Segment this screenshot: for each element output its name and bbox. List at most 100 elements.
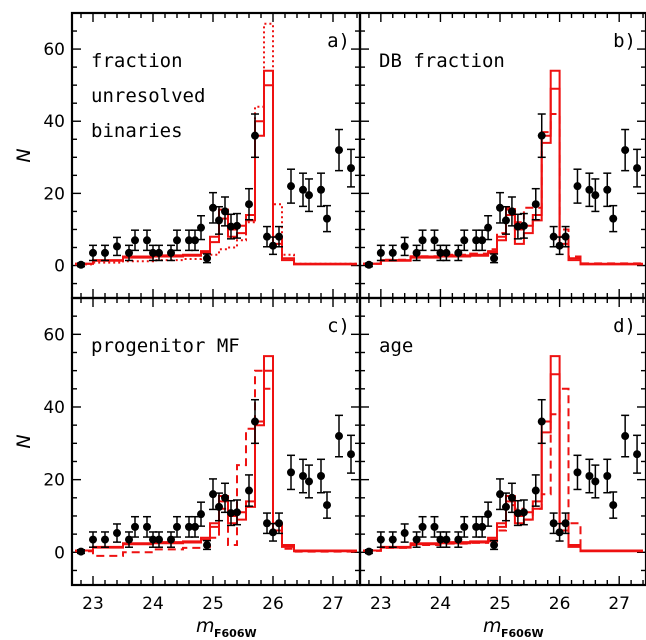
data-point bbox=[519, 508, 528, 517]
data-point-group bbox=[245, 474, 253, 507]
data-point-group bbox=[233, 212, 241, 239]
data-point bbox=[478, 522, 487, 531]
data-point bbox=[227, 509, 235, 518]
data-point-group bbox=[364, 260, 373, 269]
data-point-group bbox=[442, 244, 451, 262]
data-point-group bbox=[478, 229, 487, 252]
data-point bbox=[430, 522, 439, 531]
data-point bbox=[191, 236, 199, 245]
data-point bbox=[317, 472, 325, 481]
panel-c: c) progenitor MF 0 20 40 60 N 23 24 25 26 27 m F606W bbox=[13, 296, 362, 640]
data-point-group bbox=[113, 236, 121, 257]
data-point-group bbox=[305, 178, 313, 213]
data-point bbox=[609, 214, 618, 223]
x-tick-label: 27 bbox=[322, 594, 344, 614]
data-point bbox=[185, 236, 193, 245]
data-point-group bbox=[478, 515, 487, 538]
panel-annotation: DB fraction bbox=[379, 50, 505, 72]
data-point-group bbox=[585, 458, 594, 494]
data-point-group bbox=[167, 244, 175, 262]
data-point-group bbox=[490, 539, 499, 551]
data-point-group bbox=[573, 168, 582, 204]
data-point bbox=[573, 182, 582, 191]
data-point-group bbox=[609, 491, 618, 519]
data-point-group bbox=[191, 229, 199, 252]
data-point bbox=[89, 248, 97, 257]
data-point-group bbox=[335, 128, 343, 172]
data-point-group bbox=[131, 515, 139, 538]
data-point bbox=[513, 509, 522, 518]
data-point-group bbox=[143, 229, 151, 252]
data-point bbox=[490, 541, 499, 550]
data-point-group bbox=[418, 515, 427, 538]
data-point bbox=[442, 535, 451, 544]
data-point-group bbox=[149, 531, 157, 548]
x-axis-label-subscript: F606W bbox=[501, 627, 544, 640]
data-point bbox=[364, 260, 373, 269]
data-point-group bbox=[496, 478, 505, 511]
data-point bbox=[287, 182, 295, 191]
data-point bbox=[347, 450, 355, 459]
data-point-group bbox=[209, 478, 217, 511]
data-point bbox=[305, 191, 313, 200]
data-point bbox=[269, 528, 277, 537]
data-point bbox=[531, 486, 540, 495]
data-point bbox=[251, 131, 259, 140]
data-point bbox=[203, 254, 211, 263]
data-point-group bbox=[155, 244, 163, 262]
data-point bbox=[418, 522, 427, 531]
data-point-group bbox=[275, 512, 283, 535]
x-tick-label: 23 bbox=[370, 594, 392, 614]
y-tick-label: 60 bbox=[43, 325, 65, 345]
y-tick-label: 20 bbox=[43, 471, 65, 491]
data-point bbox=[173, 522, 181, 531]
data-point bbox=[113, 242, 121, 251]
y-tick-label: 40 bbox=[43, 398, 65, 418]
data-point bbox=[347, 164, 355, 173]
data-point bbox=[507, 493, 516, 502]
data-point bbox=[400, 529, 409, 538]
x-tick-label: 25 bbox=[489, 594, 511, 614]
data-point bbox=[233, 508, 241, 517]
data-point bbox=[472, 236, 481, 245]
data-point bbox=[549, 232, 558, 241]
data-point-group bbox=[430, 515, 439, 538]
data-point-group bbox=[537, 398, 546, 445]
data-point-group bbox=[215, 205, 223, 235]
data-point-group bbox=[125, 531, 133, 548]
data-point-group bbox=[173, 515, 181, 538]
data-point bbox=[496, 490, 505, 499]
y-tick-label: 0 bbox=[54, 543, 65, 563]
data-point bbox=[275, 232, 283, 241]
data-point bbox=[77, 260, 85, 269]
data-point bbox=[603, 185, 612, 194]
data-point bbox=[149, 535, 157, 544]
panel-annotation: fraction bbox=[91, 50, 183, 72]
data-point bbox=[269, 241, 277, 250]
data-point-group bbox=[173, 229, 181, 252]
data-point bbox=[531, 200, 540, 209]
data-point-group bbox=[460, 229, 469, 252]
data-point bbox=[209, 203, 217, 212]
x-tick-label: 27 bbox=[608, 594, 630, 614]
y-tick-label: 40 bbox=[43, 112, 65, 132]
data-point bbox=[299, 472, 307, 481]
panel-annotation: progenitor MF bbox=[91, 335, 240, 357]
data-point bbox=[501, 502, 510, 511]
data-point-group bbox=[101, 531, 109, 548]
data-point-group bbox=[317, 172, 325, 208]
data-point bbox=[263, 519, 271, 528]
data-point bbox=[621, 146, 630, 155]
data-point-group bbox=[89, 244, 97, 262]
data-point bbox=[197, 223, 205, 232]
data-point bbox=[633, 450, 642, 459]
data-point bbox=[430, 236, 439, 245]
data-point bbox=[460, 522, 469, 531]
data-point-group bbox=[197, 214, 205, 241]
data-point-group bbox=[609, 204, 618, 233]
data-point bbox=[364, 547, 373, 556]
data-point bbox=[77, 547, 85, 556]
data-point-group bbox=[299, 458, 307, 494]
data-point bbox=[335, 146, 343, 155]
data-point-group bbox=[513, 213, 522, 240]
